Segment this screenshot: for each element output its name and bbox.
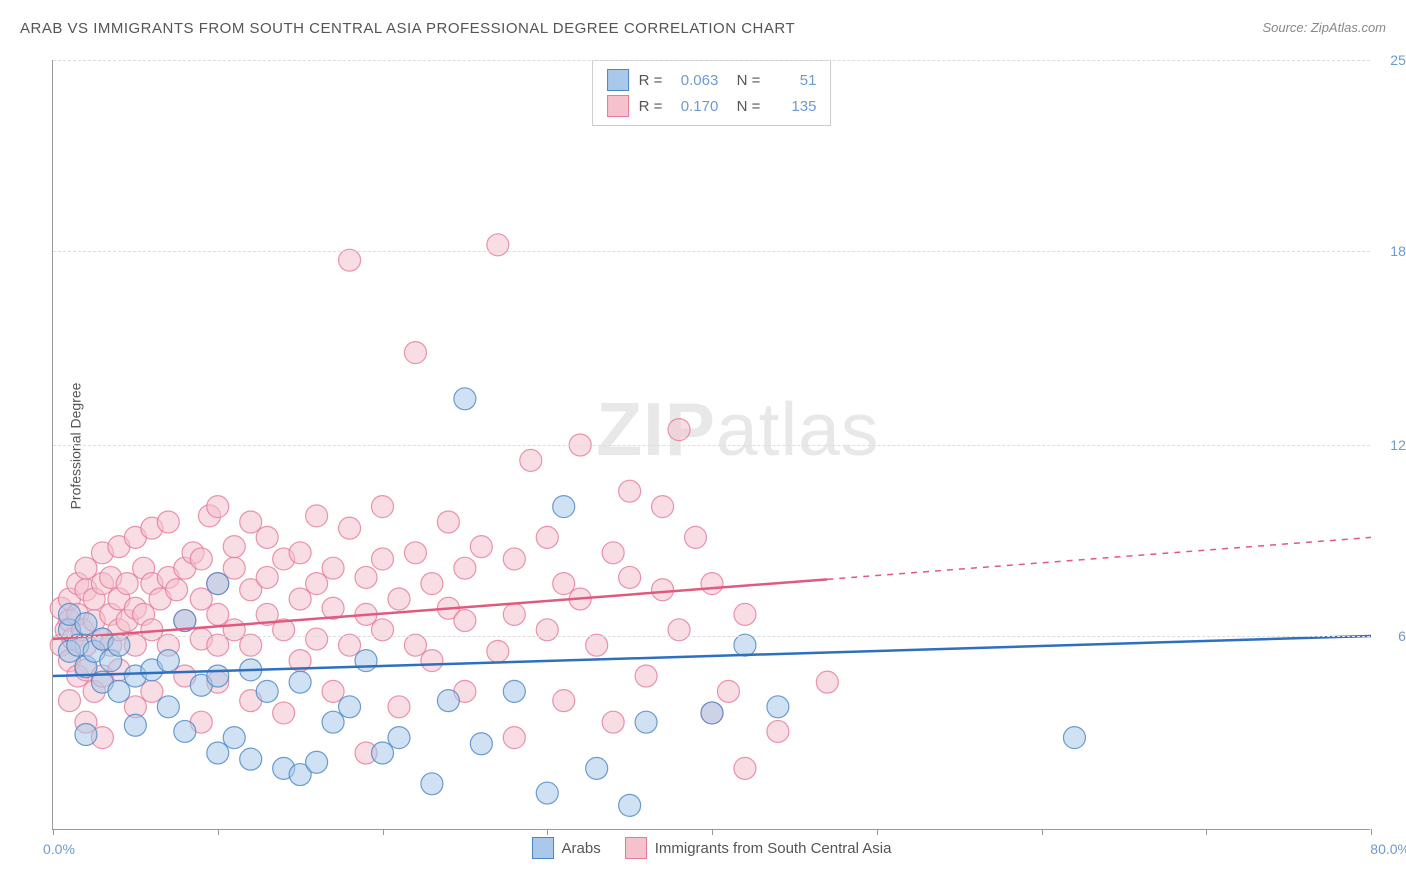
stats-legend: R = 0.063 N = 51 R = 0.170 N = 135 (592, 60, 832, 126)
chart-plot-area: ZIPatlas R = 0.063 N = 51 R = 0.170 N = … (52, 60, 1370, 830)
legend-swatch-1 (532, 837, 554, 859)
source-label: Source: ZipAtlas.com (1262, 20, 1386, 35)
legend-item-1: Arabs (532, 837, 601, 859)
stat-n-label-1: N = (728, 72, 760, 89)
stat-r-label-2: R = (639, 98, 663, 115)
stats-row-2: R = 0.170 N = 135 (607, 93, 817, 119)
x-tick (53, 829, 54, 835)
x-tick (218, 829, 219, 835)
x-axis-min-label: 0.0% (43, 841, 75, 857)
gridline (53, 445, 1370, 446)
gridline (53, 60, 1370, 61)
legend-label-2: Immigrants from South Central Asia (655, 840, 892, 857)
stat-n-val-1: 51 (770, 72, 816, 89)
x-tick (547, 829, 548, 835)
x-tick (1371, 829, 1372, 835)
y-tick-label: 6.3% (1375, 628, 1406, 644)
y-tick-label: 12.5% (1375, 437, 1406, 453)
y-tick-label: 25.0% (1375, 52, 1406, 68)
bottom-legend: Arabs Immigrants from South Central Asia (532, 837, 892, 859)
stat-r-label-1: R = (639, 72, 663, 89)
legend-label-1: Arabs (562, 840, 601, 857)
stat-n-val-2: 135 (770, 98, 816, 115)
x-tick (383, 829, 384, 835)
swatch-2 (607, 95, 629, 117)
stat-r-val-2: 0.170 (672, 98, 718, 115)
stats-row-1: R = 0.063 N = 51 (607, 67, 817, 93)
chart-title: ARAB VS IMMIGRANTS FROM SOUTH CENTRAL AS… (20, 20, 795, 37)
gridline (53, 251, 1370, 252)
x-tick (1206, 829, 1207, 835)
swatch-1 (607, 69, 629, 91)
x-tick (1042, 829, 1043, 835)
legend-item-2: Immigrants from South Central Asia (625, 837, 892, 859)
gridline (53, 636, 1370, 637)
x-tick (712, 829, 713, 835)
x-axis-max-label: 80.0% (1370, 841, 1406, 857)
legend-swatch-2 (625, 837, 647, 859)
stat-n-label-2: N = (728, 98, 760, 115)
x-tick (877, 829, 878, 835)
y-tick-label: 18.8% (1375, 243, 1406, 259)
stat-r-val-1: 0.063 (672, 72, 718, 89)
